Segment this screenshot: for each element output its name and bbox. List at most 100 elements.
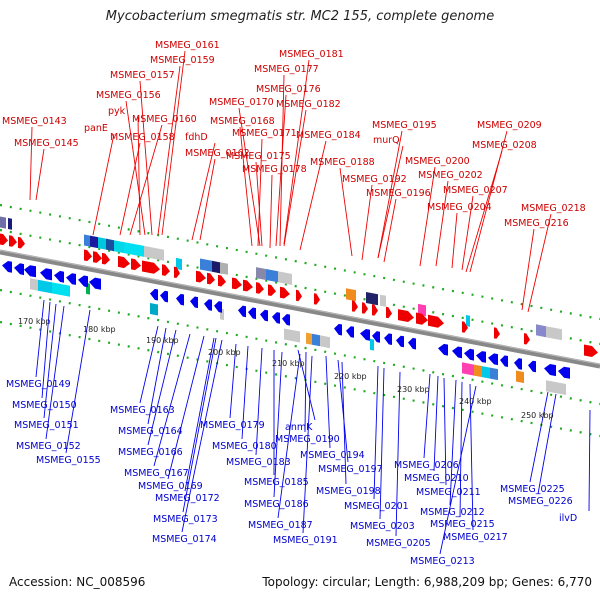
guide-line (0, 228, 600, 346)
forward-gene-arrow (243, 279, 253, 292)
reverse-gene-arrow (500, 355, 508, 367)
forward-gene-arrow (218, 274, 226, 287)
reverse-gene-arrow (488, 353, 498, 366)
reverse-gene-arrow (66, 273, 76, 285)
forward-gene-label: MSMEG_0177 (254, 64, 319, 75)
forward-leader-line (125, 100, 146, 236)
forward-leader-line (199, 158, 216, 241)
forward-leader-line (377, 130, 403, 259)
reverse-gene-label: MSMEG_0152 (16, 441, 81, 452)
forward-leader-line (255, 161, 263, 247)
reverse-gene-label: MSMEG_0205 (366, 538, 431, 549)
forward-gene-label: MSMEG_0161 (155, 40, 220, 51)
backbone-group (0, 249, 600, 369)
domain-block (278, 271, 292, 285)
forward-leader-line (299, 140, 327, 251)
reverse-gene-label: ilvD (559, 513, 577, 524)
reverse-gene-arrow (384, 333, 392, 345)
domain-block (144, 245, 164, 261)
reverse-gene-label: MSMEG_0203 (350, 521, 415, 532)
forward-gene-label: MSMEG_0145 (14, 138, 79, 149)
forward-gene-arrow (93, 251, 102, 263)
reverse-gene-arrow (334, 323, 342, 336)
domain-block (0, 216, 6, 229)
reverse-gene-label: MSMEG_0194 (300, 450, 365, 461)
reverse-leader-line (35, 299, 45, 378)
reverse-gene-arrow (372, 331, 380, 343)
reverse-gene-label: MSMEG_0155 (36, 455, 101, 466)
reverse-leader-line (43, 303, 57, 419)
reverse-gene-arrow (260, 309, 268, 322)
label-texts: 170 kbp 180 kbp 190 kbp 200 kbp 210 kbp 220 k… (2, 40, 586, 567)
reverse-gene-arrow (190, 296, 198, 309)
reverse-leader-line (277, 353, 301, 519)
domain-block (84, 234, 90, 247)
forward-gene-arrow (84, 249, 92, 262)
reverse-leader-line (459, 381, 463, 518)
domain-block (370, 338, 374, 351)
reverse-gene-label: anmK (285, 422, 313, 433)
reverse-leader-line (443, 377, 447, 486)
reverse-leader-line (241, 345, 249, 440)
forward-gene-arrow (296, 289, 302, 302)
forward-gene-arrow (372, 304, 378, 316)
forward-gene-label: MSMEG_0168 (210, 116, 275, 127)
reverse-gene-arrow (544, 364, 556, 377)
forward-gene-label: MSMEG_0195 (372, 120, 437, 131)
forward-leader-line (35, 148, 45, 201)
forward-leader-line (361, 184, 373, 261)
forward-leader-line (461, 195, 474, 271)
forward-gene-arrow (256, 282, 264, 294)
reverse-gene-label: MSMEG_0206 (394, 460, 459, 471)
forward-gene-label: fdhD (185, 132, 208, 143)
reverse-gene-label: MSMEG_0213 (410, 556, 475, 567)
reverse-gene-label: MSMEG_0151 (14, 420, 79, 431)
domain-block (312, 333, 320, 347)
forward-gene-label: MSMEG_0159 (150, 55, 215, 66)
forward-gene-arrow (162, 264, 170, 276)
reverse-gene-arrow (14, 263, 24, 276)
domain-block (536, 324, 546, 338)
domain-block (98, 237, 106, 250)
reverse-gene-arrow (396, 335, 404, 348)
forward-gene-label: MSMEG_0171 (232, 128, 297, 139)
domain-block (150, 303, 158, 316)
forward-gene-label: MSMEG_0158 (110, 132, 175, 143)
reverse-leader-line (273, 351, 283, 498)
forward-gene-arrow (416, 312, 428, 325)
forward-gene-arrow (196, 270, 206, 283)
forward-leader-line (283, 59, 310, 245)
reverse-leader-line (325, 355, 331, 449)
forward-gene-label: MSMEG_0202 (418, 170, 483, 181)
domain-block (212, 260, 222, 274)
forward-leader-line (239, 126, 253, 247)
forward-gene-label: MSMEG_0204 (427, 202, 492, 213)
forward-leader-line (92, 133, 115, 236)
forward-leader-line (137, 116, 141, 236)
domain-block (176, 257, 182, 271)
forward-gene-label: MSMEG_0156 (96, 90, 161, 101)
forward-gene-label: MSMEG_0176 (256, 84, 321, 95)
forward-leader-line (129, 124, 163, 236)
forward-gene-label: MSMEG_0200 (405, 156, 470, 167)
guide-line (0, 320, 600, 438)
forward-gene-arrow (18, 236, 25, 249)
reverse-leader-line (182, 337, 217, 513)
domain-block (482, 366, 490, 379)
forward-gene-arrow (398, 309, 414, 322)
reverse-gene-label: MSMEG_0180 (212, 441, 277, 452)
forward-gene-arrow (0, 233, 8, 246)
forward-gene-arrow (314, 293, 320, 305)
forward-leader-line (257, 138, 263, 247)
domain-block (546, 380, 566, 395)
reverse-gene-label: MSMEG_0217 (443, 532, 508, 543)
reverse-gene-arrow (558, 366, 570, 379)
reverse-leader-line (255, 347, 263, 456)
forward-gene-arrow (118, 255, 130, 269)
reverse-gene-label: MSMEG_0191 (273, 535, 338, 546)
reverse-gene-label: MSMEG_0167 (124, 468, 189, 479)
forward-gene-label: panE (84, 123, 108, 134)
forward-leader-line (119, 142, 141, 236)
reverse-gene-arrow (452, 346, 462, 359)
reverse-leader-line (379, 367, 385, 520)
